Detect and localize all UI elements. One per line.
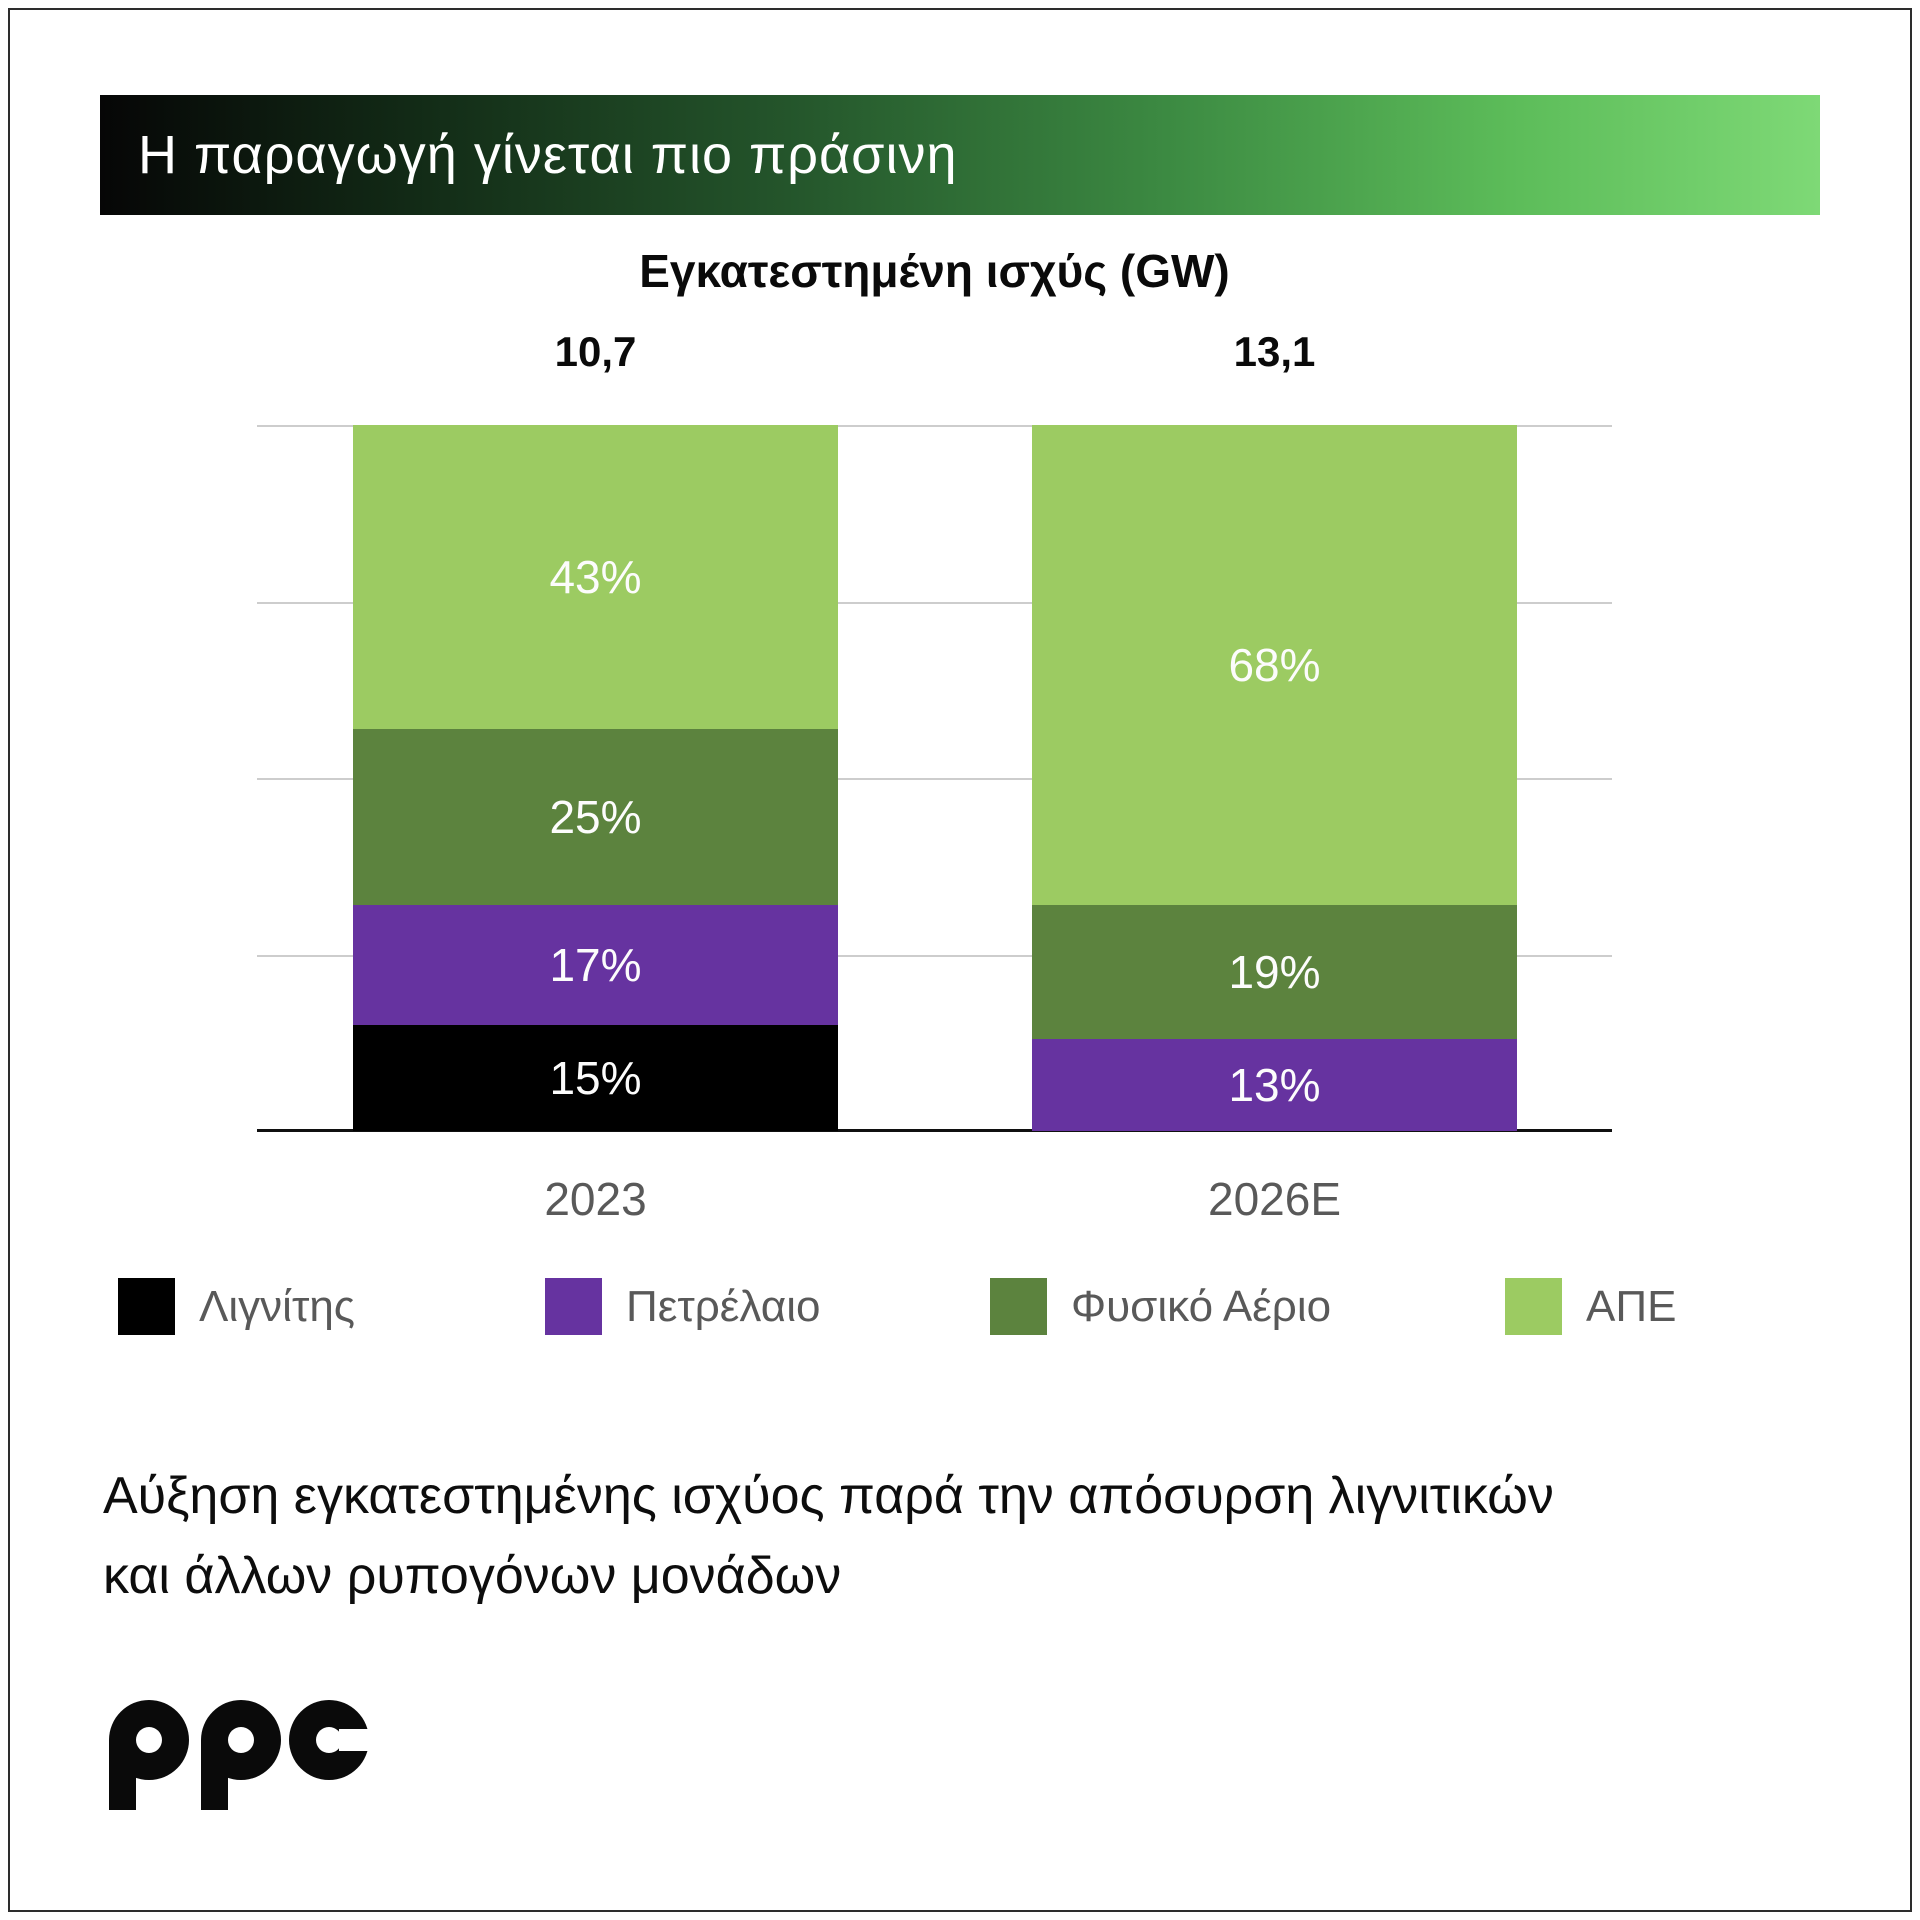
segment-Φυσικό Αέριο: 25% <box>353 728 838 906</box>
plot: 43% 25% 17% 15% 68% 19% 13% <box>257 425 1612 1132</box>
legend-item-Φυσικό Αέριο: Φυσικό Αέριο <box>990 1278 1331 1335</box>
gridline <box>257 778 1612 780</box>
legend-label: Φυσικό Αέριο <box>1071 1281 1332 1331</box>
segment-Πετρέλαιο: 13% <box>1032 1039 1517 1131</box>
bar-2026E: 68% 19% 13% <box>1032 425 1517 1131</box>
segment-ΑΠΕ: 43% <box>353 425 838 729</box>
gridline <box>257 425 1612 427</box>
legend-swatch <box>545 1278 602 1335</box>
chart-title: Εγκατεστημένη ισχύς (GW) <box>639 245 1230 297</box>
segment-label: 19% <box>1228 946 1321 999</box>
x-axis-label: 2023 <box>544 1173 647 1225</box>
segment-Πετρέλαιο: 17% <box>353 905 838 1026</box>
segment-label: 13% <box>1228 1059 1321 1112</box>
legend-item-Πετρέλαιο: Πετρέλαιο <box>545 1278 820 1335</box>
bar-total-label: 10,7 <box>554 328 637 375</box>
segment-label: 17% <box>549 939 642 992</box>
header-banner: Η παραγωγή γίνεται πιο πράσινη <box>100 95 1820 215</box>
legend: Λιγνίτης Πετρέλαιο Φυσικό Αέριο ΑΠΕ <box>0 1278 1920 1338</box>
legend-swatch <box>118 1278 175 1335</box>
logo-letter-p2-stem <box>201 1740 228 1810</box>
ppc-logo <box>109 1700 369 1810</box>
legend-swatch <box>990 1278 1047 1335</box>
footnote-line: και άλλων ρυπογόνων μονάδων <box>103 1547 842 1605</box>
page-border <box>8 8 1912 1912</box>
legend-label: Πετρέλαιο <box>626 1281 821 1331</box>
segment-Φυσικό Αέριο: 19% <box>1032 905 1517 1040</box>
legend-item-Λιγνίτης: Λιγνίτης <box>118 1278 355 1335</box>
bar-total-label: 13,1 <box>1233 328 1316 375</box>
segment-ΑΠΕ: 68% <box>1032 425 1517 906</box>
segment-label: 68% <box>1228 639 1321 692</box>
segment-label: 15% <box>549 1052 642 1105</box>
x-axis-label: 2026E <box>1207 1173 1342 1225</box>
logo-letter-p1-stem <box>109 1740 136 1810</box>
legend-label: Λιγνίτης <box>199 1281 355 1331</box>
segment-label: 25% <box>549 790 642 843</box>
legend-item-ΑΠΕ: ΑΠΕ <box>1505 1278 1676 1335</box>
footnote-line: Αύξηση εγκατεστημένης ισχύος παρά την απ… <box>103 1467 1554 1525</box>
gridline <box>257 601 1612 604</box>
segment-Λιγνίτης: 15% <box>353 1025 838 1131</box>
legend-label: ΑΠΕ <box>1586 1281 1677 1331</box>
legend-swatch <box>1505 1278 1562 1335</box>
bar-2023: 43% 25% 17% 15% <box>353 425 838 1131</box>
header-title: Η παραγωγή γίνεται πιο πράσινη <box>138 125 958 185</box>
segment-label: 43% <box>549 550 642 603</box>
gridline <box>257 954 1612 957</box>
footnote: Αύξηση εγκατεστημένης ισχύος παρά την απ… <box>103 1456 1554 1616</box>
x-axis-line <box>257 1129 1612 1132</box>
